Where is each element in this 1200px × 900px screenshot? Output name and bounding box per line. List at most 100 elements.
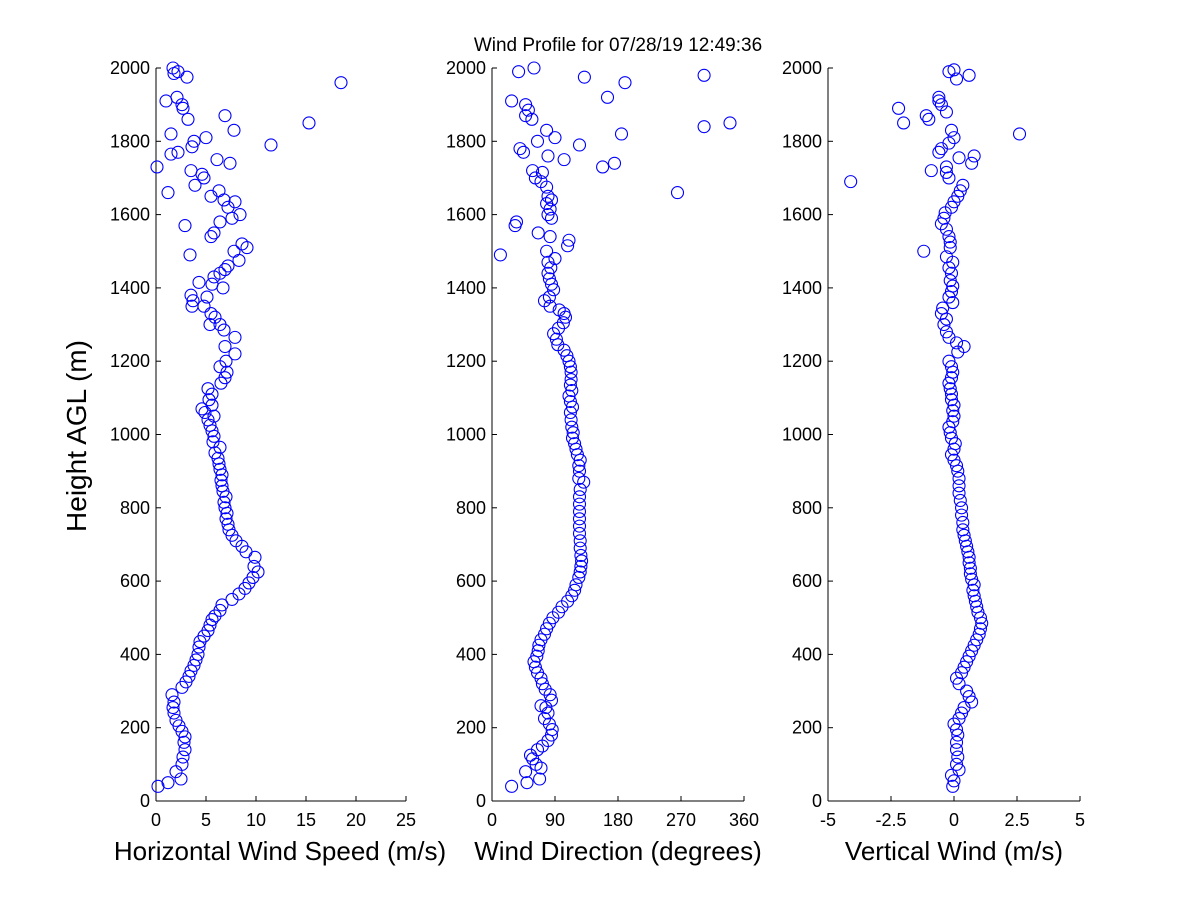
data-point (557, 153, 571, 167)
data-point (228, 330, 242, 344)
data-point (195, 402, 209, 416)
data-point (572, 526, 587, 541)
data-point (204, 230, 218, 244)
data-point (218, 109, 232, 123)
data-point (187, 134, 201, 148)
data-point (572, 497, 587, 511)
y-tick-label: 1200 (110, 351, 150, 371)
data-point (939, 105, 953, 119)
x-tick-label: 25 (396, 810, 416, 830)
data-point (548, 131, 562, 145)
x-tick-label: 10 (246, 810, 266, 830)
y-tick-label: 1000 (446, 425, 486, 445)
data-point (205, 277, 219, 291)
data-point (844, 175, 858, 189)
data-point (167, 695, 181, 709)
data-point (232, 253, 246, 267)
y-tick-label: 200 (120, 718, 150, 738)
data-point (199, 131, 213, 145)
data-point (670, 186, 685, 200)
data-point (210, 153, 224, 167)
data-point (566, 426, 580, 440)
data-point (919, 109, 933, 123)
data-point (233, 208, 247, 222)
data-point (955, 508, 969, 522)
data-point (223, 156, 237, 170)
y-tick-label: 1000 (110, 425, 150, 445)
data-point (216, 281, 230, 295)
data-point (535, 165, 549, 180)
data-point (217, 495, 231, 509)
data-point (540, 244, 554, 258)
data-point (235, 237, 249, 251)
data-point (228, 195, 242, 209)
data-point (213, 215, 227, 229)
data-point (151, 779, 165, 793)
data-point (201, 382, 215, 396)
x-tick-label: 270 (666, 810, 696, 830)
data-point (248, 550, 262, 564)
y-tick-label: 2000 (110, 58, 150, 78)
y-tick-label: 1800 (110, 131, 150, 151)
data-point (572, 471, 586, 486)
data-point (221, 259, 235, 273)
data-point (952, 486, 966, 500)
data-point (697, 120, 711, 134)
data-point (302, 116, 316, 130)
data-point (530, 134, 545, 148)
data-point (188, 178, 202, 192)
data-point (937, 211, 951, 225)
data-point (184, 288, 198, 302)
data-point (939, 325, 953, 339)
data-point (535, 677, 549, 691)
data-point (952, 471, 966, 486)
data-point (723, 116, 737, 130)
data-point (939, 250, 953, 264)
data-point (939, 160, 953, 174)
data-point (607, 156, 622, 170)
data-point (963, 567, 977, 581)
x-tick-label: 2.5 (1004, 810, 1029, 830)
data-point (161, 186, 175, 200)
data-point (932, 94, 946, 108)
y-tick-label: 800 (456, 498, 486, 518)
data-point (213, 462, 227, 476)
y-tick-label: 800 (120, 498, 150, 518)
data-point (203, 418, 217, 432)
data-point (949, 757, 964, 771)
data-point (943, 241, 957, 255)
data-point (572, 464, 587, 478)
data-point (161, 776, 175, 790)
data-point (218, 339, 232, 354)
vertical-wind-panel: 0 200 400 600 800 1000 1200 1400 1600 1800 2000 -5 -… (782, 58, 1085, 830)
data-point (944, 285, 959, 299)
data-point (189, 653, 203, 667)
data-point (564, 372, 578, 387)
data-point (218, 263, 232, 277)
data-point (159, 94, 173, 108)
data-point (697, 68, 711, 82)
data-point (943, 274, 957, 288)
y-tick-label: 1600 (446, 205, 486, 225)
data-point (198, 405, 212, 420)
data-point (516, 145, 531, 159)
data-point (947, 131, 961, 145)
data-point (520, 776, 534, 790)
data-point (207, 409, 221, 423)
data-point (963, 561, 977, 575)
data-point (573, 534, 587, 548)
data-point (530, 649, 544, 663)
data-point (175, 98, 189, 112)
figure-title: Wind Profile for 07/28/19 12:49:36 (474, 35, 762, 56)
data-point (541, 255, 555, 269)
data-point (572, 459, 586, 473)
data-point (942, 230, 956, 244)
data-point (178, 219, 192, 233)
data-point (213, 317, 227, 332)
data-point (917, 244, 931, 258)
data-point (171, 145, 185, 159)
data-point (541, 706, 555, 720)
data-point (217, 193, 231, 207)
data-point (218, 371, 232, 385)
data-point (573, 482, 587, 497)
